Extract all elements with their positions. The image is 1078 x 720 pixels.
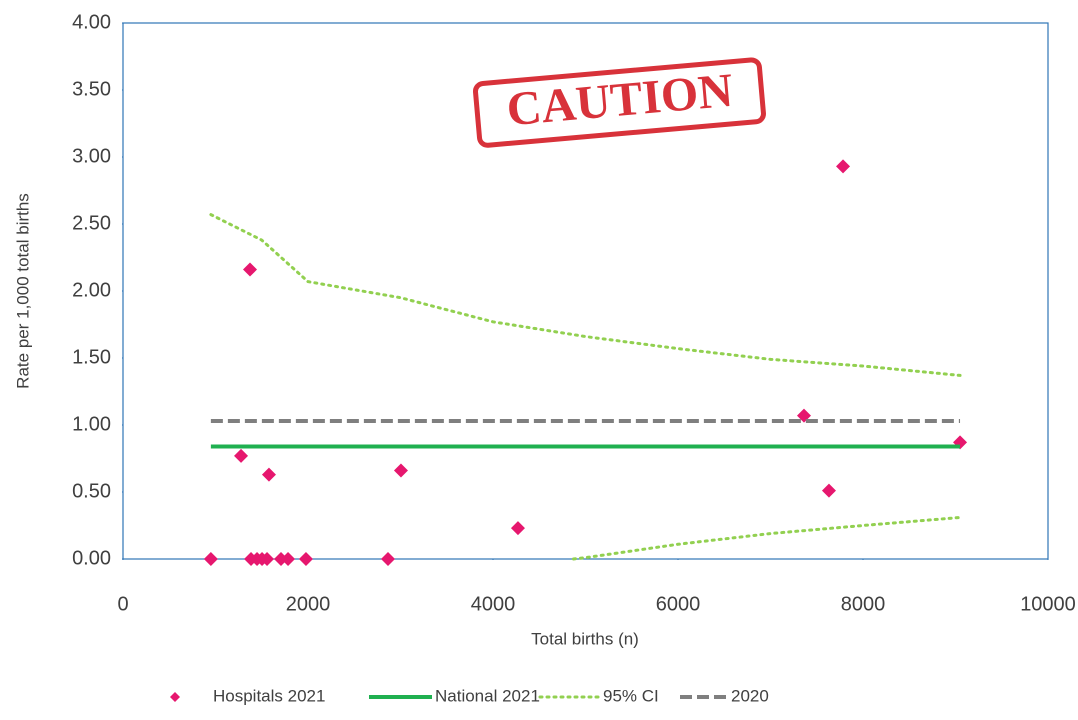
legend-label: National 2021	[435, 686, 540, 705]
point	[836, 159, 851, 174]
point	[261, 467, 276, 482]
y-tick-label: 1.00	[72, 413, 111, 435]
x-tick-label: 6000	[656, 593, 701, 615]
y-tick-label: 2.50	[72, 212, 111, 234]
point	[393, 463, 408, 478]
point	[273, 552, 288, 566]
y-tick-label: 3.50	[72, 78, 111, 100]
legend-label: Hospitals 2021	[213, 686, 325, 705]
y-tick-label: 0.50	[72, 480, 111, 502]
x-tick-label: 8000	[841, 593, 886, 615]
legend-label: 95% CI	[603, 686, 659, 705]
point	[510, 521, 525, 536]
x-tick-label: 10000	[1020, 593, 1076, 615]
y-tick-label: 4.00	[72, 11, 111, 33]
legend-label: 2020	[731, 686, 769, 705]
series-line	[571, 515, 962, 561]
stamp-border	[472, 57, 766, 148]
point	[203, 552, 218, 566]
y-tick-label: 2.00	[72, 279, 111, 301]
x-tick-label: 4000	[471, 593, 516, 615]
point	[243, 262, 258, 277]
point	[821, 483, 836, 498]
point	[234, 448, 249, 463]
y-axis-label: Rate per 1,000 total births	[13, 193, 32, 389]
point	[381, 552, 396, 566]
point	[260, 552, 275, 566]
legend-marker	[170, 692, 180, 702]
x-tick-label: 0	[117, 593, 128, 615]
y-tick-label: 1.50	[72, 346, 111, 368]
y-tick-label: 3.00	[72, 145, 111, 167]
x-tick-label: 2000	[286, 593, 331, 615]
y-tick-label: 0.00	[72, 547, 111, 569]
x-axis-label: Total births (n)	[531, 629, 639, 648]
point	[281, 552, 296, 566]
point	[298, 552, 313, 566]
